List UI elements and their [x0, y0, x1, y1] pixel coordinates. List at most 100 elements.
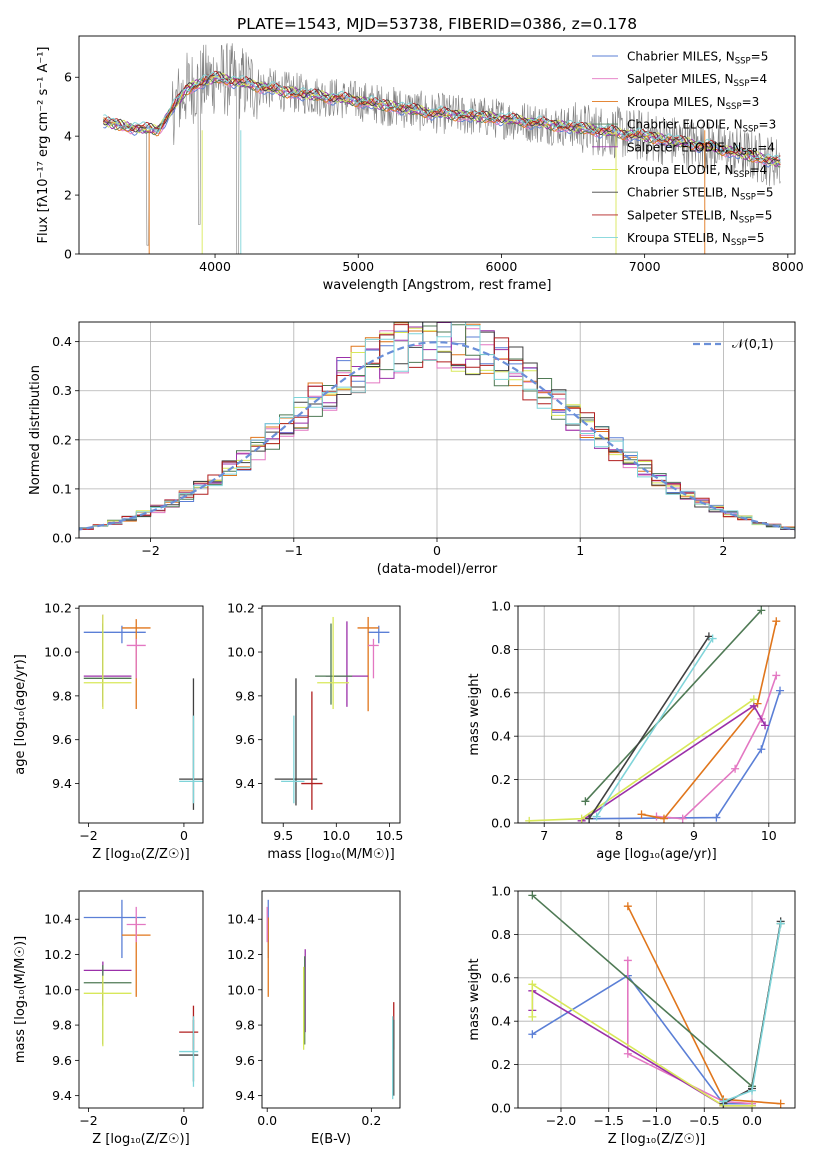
mass-weight-line	[584, 609, 762, 802]
mass-vs-z-plot-area	[83, 899, 199, 1087]
x-tick-label: 7000	[629, 259, 661, 274]
weight-vs-age-plot-area	[525, 606, 785, 823]
legend-entry-count: =4	[749, 163, 767, 177]
y-tick-label: 0.3	[52, 383, 72, 398]
axes-frame	[78, 890, 204, 1109]
normal-distribution-curve	[79, 341, 795, 531]
spectrum-legend: Chabrier MILES, NSSP=5 Salpeter MILES, NS…	[592, 50, 776, 248]
mass-weight-line	[641, 621, 778, 820]
x-axis-label: E(B-V)	[311, 1132, 351, 1147]
y-tick-label: 9.4	[52, 776, 72, 791]
x-tick-label: −1.5	[594, 1113, 624, 1128]
legend-entry-count: =5	[755, 208, 773, 222]
residuals-plot-area	[79, 322, 795, 532]
y-tick-label: 10.2	[227, 947, 255, 962]
legend-entry-subscript: SSP	[734, 79, 750, 89]
spectrum-panel: 4000 5000 6000 7000 8000 0 2 4 6 wavelength [Angs…	[36, 35, 804, 293]
legend-entry: Chabrier ELODIE, NSSP=3	[627, 118, 776, 135]
x-axis-label: wavelength [Angstrom, rest frame]	[323, 278, 552, 293]
legend-entry: Chabrier STELIB, NSSP=5	[627, 186, 774, 203]
mass-weight-line	[595, 638, 714, 817]
legend-entry-subscript: SSP	[741, 147, 757, 157]
y-tick-label: 9.8	[52, 1018, 72, 1033]
errorbar-point	[126, 906, 146, 943]
x-tick-label: 10	[761, 828, 777, 843]
y-axis-label: Flux [fλ10⁻¹⁷ erg cm⁻² s⁻¹ A⁻¹]	[36, 47, 51, 244]
x-axis-label: (data-model)/error	[377, 562, 498, 577]
y-tick-label: 9.4	[235, 1088, 255, 1103]
x-tick-label: 0	[180, 828, 188, 843]
y-tick-label: 9.6	[52, 1053, 72, 1068]
legend-entry-count: =5	[747, 231, 765, 245]
x-tick-label: 8000	[772, 259, 804, 274]
legend-entry-count: =3	[759, 118, 777, 132]
y-tick-label: 9.6	[52, 732, 72, 747]
y-tick-label: 1.0	[491, 884, 511, 899]
mass-weight-marker	[712, 813, 721, 822]
y-tick-label: 9.6	[235, 1053, 255, 1068]
y-axis-label: mass [log₁₀(M/M☉)]	[13, 936, 28, 1063]
legend-entry: Salpeter ELODIE, NSSP=4	[627, 140, 775, 157]
legend-entry-count: =4	[749, 72, 767, 86]
legend-entry: Salpeter STELIB, NSSP=5	[627, 208, 772, 225]
mass-weight-marker	[776, 1099, 785, 1108]
axes-frame	[78, 321, 796, 539]
legend-entry-count: =5	[756, 186, 774, 200]
mass-weight-marker	[525, 816, 534, 823]
x-tick-label: 7	[540, 828, 548, 843]
errorbar-point	[368, 638, 379, 679]
y-axis-label: Normed distribution	[28, 365, 43, 495]
mass-weight-line	[589, 690, 781, 820]
mass-weight-marker	[719, 1097, 728, 1106]
mass-weight-marker	[678, 814, 687, 823]
errorbar-point	[83, 899, 146, 959]
y-axis-label: mass weight	[467, 958, 482, 1040]
mass-weight-marker	[528, 1030, 537, 1039]
y-tick-label: 0.4	[52, 334, 72, 349]
y-tick-label: 10.2	[227, 601, 255, 616]
y-tick-label: 9.4	[235, 776, 255, 791]
legend-entry: 𝒩(0,1)	[732, 336, 774, 351]
mass-vs-ebv-panel: 0.0 0.2 9.4 9.6 9.8 10.0 10.2 10.4 E(B-V)	[227, 890, 401, 1147]
y-tick-label: 0.0	[491, 816, 511, 831]
x-tick-label: 4000	[199, 259, 231, 274]
y-tick-label: 10.4	[227, 912, 255, 927]
legend-entry-subscript: SSP	[739, 215, 755, 225]
y-tick-label: 0.4	[491, 1014, 511, 1029]
spectrum-plot-area	[102, 43, 781, 254]
mass-weight-line	[588, 635, 710, 820]
errorbar-point	[83, 975, 132, 1047]
y-tick-label: 9.8	[235, 1018, 255, 1033]
model-spectrum-line	[103, 71, 781, 161]
y-tick-label: 10.0	[227, 982, 255, 997]
x-tick-label: 0.0	[742, 1113, 762, 1128]
mass-weight-marker	[659, 814, 668, 823]
mass-weight-marker	[637, 810, 646, 819]
y-tick-label: 10.4	[44, 912, 72, 927]
x-axis-label: Z [log₁₀(Z/Z☉)]	[92, 1132, 189, 1147]
y-axis-label: mass weight	[467, 673, 482, 755]
x-tick-label: 6000	[486, 259, 518, 274]
y-tick-label: 1.0	[491, 599, 511, 614]
mass-weight-marker	[528, 891, 537, 900]
mass-weight-marker	[748, 1086, 757, 1095]
x-tick-label: 10.5	[375, 828, 403, 843]
y-tick-label: 0.1	[52, 481, 72, 496]
mass-weight-marker	[585, 814, 594, 823]
errorbar-point	[179, 1016, 199, 1087]
figure-title: PLATE=1543, MJD=53738, FIBERID=0386, z=0…	[237, 15, 637, 33]
y-tick-label: 10.0	[227, 645, 255, 660]
legend-entry-count: =5	[751, 50, 769, 64]
y-tick-label: 9.8	[235, 688, 255, 703]
y-tick-label: 0.0	[52, 531, 72, 546]
mass-weight-marker	[581, 797, 590, 806]
y-tick-label: 0.6	[491, 685, 511, 700]
axes-frame	[517, 890, 796, 1109]
y-tick-label: 0.6	[491, 970, 511, 985]
x-axis-label: Z [log₁₀(Z/Z☉)]	[608, 1132, 705, 1147]
errorbar-point	[83, 614, 132, 710]
legend-entry-count: =4	[757, 140, 775, 154]
age-vs-mass-plot-area	[274, 616, 390, 810]
mass-weight-marker	[772, 671, 781, 680]
